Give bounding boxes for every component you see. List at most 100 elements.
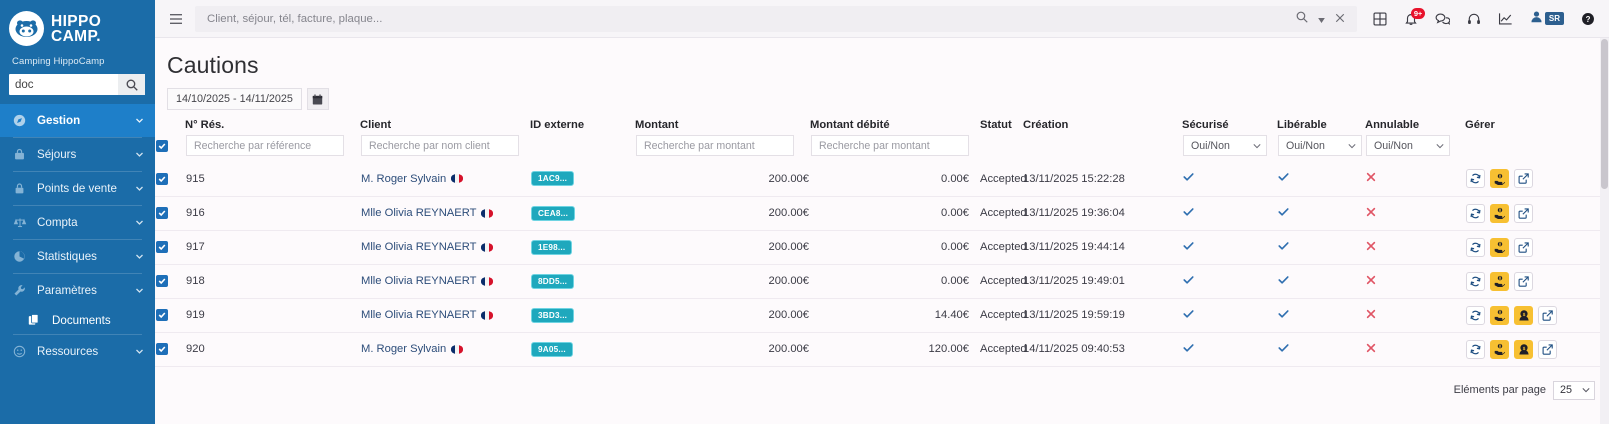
row-select-cell — [155, 264, 185, 298]
money-badge-icon[interactable]: $ — [1514, 305, 1533, 325]
table-row[interactable]: 920 M. Roger Sylvain 9A05... 200.00€ 120.00€… — [155, 332, 1609, 366]
table-row[interactable]: 916 Mlle Olivia REYNAERT CEA8... 200.00€ 0.0… — [155, 196, 1609, 230]
brand-logo[interactable]: HIPPO CAMP. — [0, 0, 155, 46]
cell-statut: Accepted — [980, 343, 1027, 355]
id-externe-badge[interactable]: CEA8... — [531, 205, 576, 221]
refresh-icon[interactable] — [1466, 271, 1485, 291]
sidebar-item-documents[interactable]: Documents — [0, 307, 155, 334]
caret-down-icon[interactable] — [1318, 10, 1325, 28]
refresh-icon[interactable] — [1466, 339, 1485, 359]
filter-montant-input[interactable]: Recherche par montant — [636, 135, 794, 156]
chevron-down-icon[interactable] — [135, 184, 144, 193]
sidebar-item-ressources[interactable]: Ressources — [0, 335, 155, 368]
table-row[interactable]: 919 Mlle Olivia REYNAERT 3BD3... 200.00€ 14.… — [155, 298, 1609, 332]
table-row[interactable]: 917 Mlle Olivia REYNAERT 1E98... 200.00€ 0.0… — [155, 230, 1609, 264]
refresh-icon[interactable] — [1466, 305, 1485, 325]
row-checkbox[interactable] — [156, 241, 168, 253]
filter-client-input[interactable]: Recherche par nom client — [361, 135, 519, 156]
external-link-icon[interactable] — [1514, 203, 1533, 223]
search-icon[interactable] — [1296, 10, 1308, 28]
row-checkbox[interactable] — [156, 343, 168, 355]
sidebar-item-points-de-vente[interactable]: Points de vente — [0, 172, 155, 205]
search-icon[interactable] — [118, 74, 145, 95]
sidebar-search-input[interactable] — [9, 74, 118, 95]
header-id-externe[interactable]: ID externe — [530, 119, 585, 131]
id-externe-badge[interactable]: 3BD3... — [531, 307, 575, 323]
hand-coin-icon[interactable] — [1490, 169, 1509, 189]
header-liberable[interactable]: Libérable — [1277, 119, 1327, 131]
svg-text:$: $ — [1522, 346, 1525, 351]
header-statut[interactable]: Statut — [980, 119, 1012, 131]
money-badge-icon[interactable]: $ — [1514, 339, 1533, 359]
chevron-down-icon[interactable] — [135, 116, 144, 125]
sidebar-item-compta[interactable]: Compta — [0, 206, 155, 239]
header-montant-debite[interactable]: Montant débité — [810, 119, 890, 131]
hand-coin-icon[interactable] — [1490, 305, 1509, 325]
external-link-icon[interactable] — [1538, 339, 1557, 359]
sidebar-item-parametres[interactable]: Paramètres — [0, 274, 155, 307]
filter-annulable-select[interactable]: Oui/Non — [1366, 135, 1450, 156]
sidebar-search[interactable] — [9, 74, 145, 95]
cell-id-externe: 8DD5... — [530, 264, 635, 298]
hand-coin-icon[interactable] — [1490, 203, 1509, 223]
per-page-select[interactable]: 25 — [1552, 380, 1595, 400]
refresh-icon[interactable] — [1466, 237, 1485, 257]
row-checkbox[interactable] — [156, 172, 168, 185]
chevron-down-icon[interactable] — [135, 286, 144, 295]
calendar-icon[interactable] — [306, 88, 329, 110]
chevron-down-icon[interactable] — [135, 347, 144, 356]
filter-montant-debite-input[interactable]: Recherche par montant — [811, 135, 969, 156]
hand-coin-icon[interactable] — [1490, 271, 1509, 291]
header-montant[interactable]: Montant — [635, 119, 679, 131]
chart-line-icon[interactable] — [1498, 12, 1513, 26]
external-link-icon[interactable] — [1514, 169, 1533, 189]
help-circle-icon[interactable]: ? — [1581, 12, 1595, 26]
chat-bubbles-icon[interactable] — [1435, 12, 1450, 26]
header-annulable[interactable]: Annulable — [1365, 119, 1420, 131]
row-checkbox[interactable] — [156, 207, 168, 219]
global-search-input[interactable] — [205, 11, 1296, 26]
bell-notification-icon[interactable]: 9+ — [1404, 7, 1426, 26]
header-reference[interactable]: N° Rés. — [185, 119, 225, 131]
select-all-checkbox[interactable] — [156, 139, 168, 152]
chevron-down-icon[interactable] — [135, 150, 144, 159]
date-range-filter: 14/10/2025 - 14/11/2025 — [155, 79, 1609, 110]
user-menu[interactable]: SR — [1530, 10, 1564, 28]
external-link-icon[interactable] — [1514, 271, 1533, 291]
table-row[interactable]: 918 Mlle Olivia REYNAERT 8DD5... 200.00€ 0.0… — [155, 264, 1609, 298]
table-row[interactable]: 915 M. Roger Sylvain 1AC9... 200.00€ 0.00€ Ac… — [155, 162, 1609, 196]
headset-support-icon[interactable] — [1467, 12, 1481, 26]
chevron-down-icon[interactable] — [135, 218, 144, 227]
filter-securise-select[interactable]: Oui/Non — [1183, 135, 1267, 156]
header-securise[interactable]: Sécurisé — [1182, 119, 1229, 131]
row-checkbox[interactable] — [156, 275, 168, 287]
global-search[interactable] — [195, 5, 1357, 32]
refresh-icon[interactable] — [1466, 169, 1485, 189]
sidebar-item-gestion[interactable]: Gestion — [0, 104, 155, 137]
chevron-down-icon[interactable] — [135, 252, 144, 261]
external-link-icon[interactable] — [1514, 237, 1533, 257]
sidebar-item-statistiques[interactable]: Statistiques — [0, 240, 155, 273]
cell-reference: 920 — [186, 343, 205, 355]
id-externe-badge[interactable]: 8DD5... — [531, 273, 575, 289]
filter-reference-input[interactable]: Recherche par référence — [186, 135, 344, 156]
header-client[interactable]: Client — [360, 119, 392, 131]
refresh-icon[interactable] — [1466, 203, 1485, 223]
id-externe-badge[interactable]: 9A05... — [531, 341, 573, 357]
close-icon[interactable] — [1335, 10, 1345, 28]
external-link-icon[interactable] — [1538, 305, 1557, 325]
date-range-input[interactable]: 14/10/2025 - 14/11/2025 — [167, 88, 302, 110]
hamburger-menu-icon[interactable] — [165, 8, 187, 30]
filter-liberable-select[interactable]: Oui/Non — [1278, 135, 1362, 156]
id-externe-badge[interactable]: 1E98... — [531, 239, 573, 255]
id-externe-badge[interactable]: 1AC9... — [531, 171, 575, 187]
scrollbar-thumb[interactable] — [1601, 39, 1608, 189]
hand-coin-icon[interactable] — [1490, 339, 1509, 359]
grid-apps-icon[interactable] — [1373, 11, 1387, 26]
hand-coin-icon[interactable] — [1490, 237, 1509, 257]
header-creation[interactable]: Création — [1023, 119, 1069, 131]
divider — [13, 273, 142, 274]
sidebar-item-sejours[interactable]: Séjours — [0, 138, 155, 171]
vertical-scrollbar[interactable] — [1600, 38, 1609, 424]
row-checkbox[interactable] — [156, 309, 168, 321]
